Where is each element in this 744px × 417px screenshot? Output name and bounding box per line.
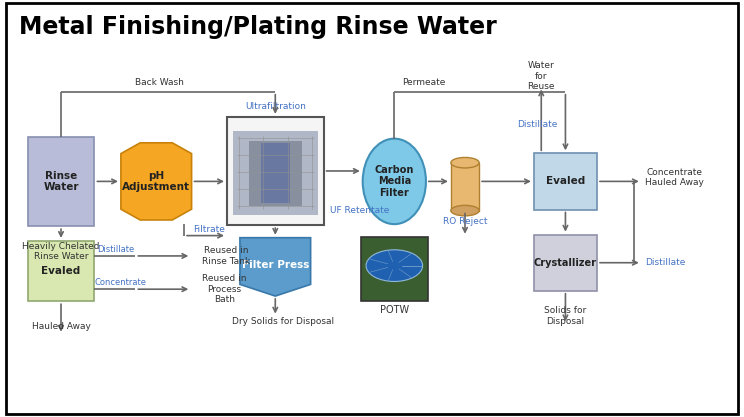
Ellipse shape bbox=[362, 139, 426, 224]
Text: Evaled: Evaled bbox=[42, 266, 80, 276]
Text: UF Retentate: UF Retentate bbox=[330, 206, 389, 215]
Text: Water
for
Reuse: Water for Reuse bbox=[527, 61, 555, 91]
Text: Concentrate: Concentrate bbox=[94, 279, 147, 287]
Circle shape bbox=[366, 250, 423, 281]
Text: Reused in
Process
Bath: Reused in Process Bath bbox=[202, 274, 247, 304]
FancyBboxPatch shape bbox=[361, 237, 428, 301]
Text: Distillate: Distillate bbox=[97, 245, 134, 254]
Text: Back Wash: Back Wash bbox=[135, 78, 185, 87]
FancyBboxPatch shape bbox=[233, 131, 318, 215]
Text: Filter Press: Filter Press bbox=[242, 260, 309, 270]
Text: Distillate: Distillate bbox=[518, 120, 558, 128]
FancyBboxPatch shape bbox=[227, 117, 324, 225]
Text: Filtrate: Filtrate bbox=[193, 225, 225, 234]
FancyBboxPatch shape bbox=[28, 137, 94, 226]
FancyBboxPatch shape bbox=[534, 153, 597, 210]
Polygon shape bbox=[121, 143, 192, 220]
FancyBboxPatch shape bbox=[248, 141, 302, 206]
Text: Reused in
Rinse Tank: Reused in Rinse Tank bbox=[202, 246, 251, 266]
Text: Dry Solids for Disposal: Dry Solids for Disposal bbox=[231, 317, 334, 326]
FancyBboxPatch shape bbox=[534, 234, 597, 291]
FancyBboxPatch shape bbox=[28, 241, 94, 301]
Text: Evaled: Evaled bbox=[546, 176, 585, 186]
Text: Ultrafiltration: Ultrafiltration bbox=[245, 102, 306, 111]
FancyBboxPatch shape bbox=[451, 163, 479, 211]
Ellipse shape bbox=[451, 158, 479, 168]
FancyBboxPatch shape bbox=[260, 143, 289, 203]
Text: POTW: POTW bbox=[379, 306, 409, 315]
Ellipse shape bbox=[451, 205, 479, 216]
Text: Metal Finishing/Plating Rinse Water: Metal Finishing/Plating Rinse Water bbox=[19, 15, 496, 39]
Text: Carbon
Media
Filter: Carbon Media Filter bbox=[375, 165, 414, 198]
Text: Permeate: Permeate bbox=[402, 78, 445, 87]
Polygon shape bbox=[240, 238, 311, 296]
Text: Distillate: Distillate bbox=[645, 258, 686, 267]
Text: Crystallizer: Crystallizer bbox=[534, 258, 597, 268]
Text: pH
Adjustment: pH Adjustment bbox=[122, 171, 190, 192]
Text: Hauled Away: Hauled Away bbox=[31, 322, 91, 331]
Text: Rinse
Water: Rinse Water bbox=[43, 171, 79, 192]
Text: Heavily Chelated
Rinse Water: Heavily Chelated Rinse Water bbox=[22, 241, 100, 261]
Text: Concentrate
Hauled Away: Concentrate Hauled Away bbox=[645, 168, 705, 187]
Text: RO Reject: RO Reject bbox=[443, 216, 487, 226]
Text: Solids for
Disposal: Solids for Disposal bbox=[545, 306, 586, 326]
FancyBboxPatch shape bbox=[6, 3, 738, 414]
